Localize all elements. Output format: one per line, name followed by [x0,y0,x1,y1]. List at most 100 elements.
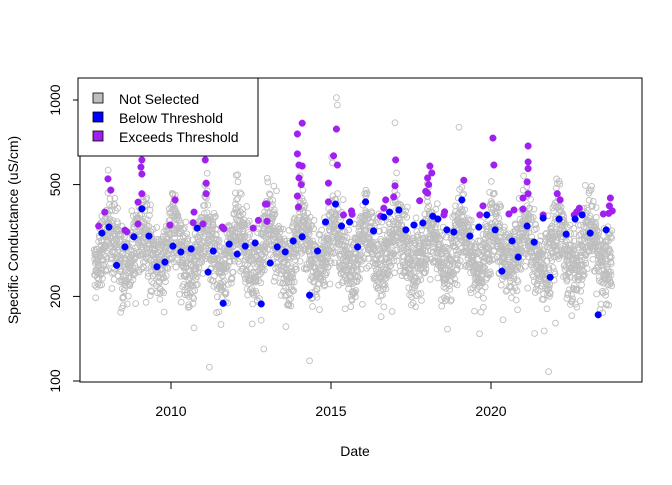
not-selected-point [339,256,347,264]
not-selected-point [102,243,109,250]
exceeds-threshold-point [134,220,142,228]
not-selected-point [516,240,524,248]
not-selected-point [424,198,431,206]
legend-label-not-selected: Not Selected [119,91,199,107]
not-selected-point [488,199,496,207]
below-threshold-point [346,218,354,226]
not-selected-point [168,190,176,197]
not-selected-point [238,234,246,241]
not-selected-point [271,211,279,218]
not-selected-point [333,94,340,101]
not-selected-point [260,345,268,353]
not-selected-point [271,206,278,214]
not-selected-point [386,272,394,279]
below-threshold-point [508,237,516,245]
not-selected-point [415,290,422,298]
not-selected-point [572,300,579,308]
exceeds-threshold-point [138,170,146,178]
below-threshold-point [306,291,314,299]
not-selected-point [578,281,585,289]
not-selected-point [575,268,583,276]
exceeds-threshold-point [324,198,332,206]
not-selected-point [129,271,137,279]
not-selected-point [377,235,385,243]
not-selected-point [203,169,211,177]
not-selected-point [607,260,615,267]
not-selected-point [234,178,242,186]
not-selected-point [521,232,528,240]
not-selected-point [194,269,202,276]
not-selected-point [190,324,198,332]
not-selected-point [530,264,537,272]
not-selected-point [487,178,495,185]
not-selected-point [98,281,106,289]
not-selected-point [433,200,441,208]
not-selected-point [593,290,600,298]
below-threshold-point [204,268,212,276]
not-selected-point [214,238,222,246]
not-selected-point [299,197,307,205]
not-selected-point [214,293,221,301]
not-selected-point [339,266,347,273]
not-selected-point [270,277,278,285]
not-selected-point [524,284,531,292]
not-selected-point [211,213,219,221]
not-selected-point [358,257,366,265]
exceeds-threshold-point [171,196,179,204]
exceeds-threshold-point [190,208,198,216]
not-selected-point [190,295,198,303]
not-selected-point [456,248,463,256]
not-selected-point [340,265,348,273]
not-selected-point [413,228,421,235]
exceeds-threshold-point [298,162,306,170]
not-selected-point [454,240,462,248]
not-selected-point [424,247,432,255]
exceeds-threshold-point [293,130,301,138]
not-selected-point [238,265,246,273]
below-threshold-point [273,243,281,251]
not-selected-point [573,286,581,294]
not-selected-point [306,213,314,221]
not-selected-point [108,269,116,277]
below-threshold-point [514,253,522,261]
not-selected-point [543,305,551,313]
not-selected-point [374,218,382,226]
exceeds-threshold-point [382,196,390,204]
below-threshold-point [402,226,410,234]
not-selected-point [585,189,593,197]
exceeds-threshold-point [428,169,436,177]
not-selected-point [198,258,206,266]
not-selected-point [347,273,355,281]
y-axis-label: Specific Conductance (uS/cm) [5,136,21,324]
not-selected-point [408,301,415,309]
not-selected-point [513,287,521,295]
not-selected-point [380,226,388,234]
not-selected-point [412,214,420,222]
not-selected-point [126,282,134,289]
exceeds-threshold-point [479,202,487,210]
below-threshold-point [219,299,227,307]
not-selected-point [453,281,461,289]
below-threshold-point [546,273,554,281]
not-selected-point [293,252,301,260]
x-tick-label: 2010 [155,403,186,419]
not-selected-point [476,330,483,338]
not-selected-point [197,248,204,256]
not-selected-point [560,219,568,226]
not-selected-point [184,235,192,243]
exceeds-threshold-point [295,174,303,182]
not-selected-point [144,249,152,257]
not-selected-point [537,232,545,240]
not-selected-point [533,225,540,232]
below-threshold-point [555,215,563,223]
not-selected-point [106,215,114,223]
not-selected-point [147,287,155,295]
exceeds-threshold-point [249,224,257,232]
not-selected-point [253,290,260,297]
not-selected-point [356,275,363,283]
not-selected-point [339,196,347,203]
not-selected-point [222,288,230,296]
not-selected-point [369,213,377,221]
not-selected-point [557,203,565,211]
not-selected-point [224,262,232,270]
